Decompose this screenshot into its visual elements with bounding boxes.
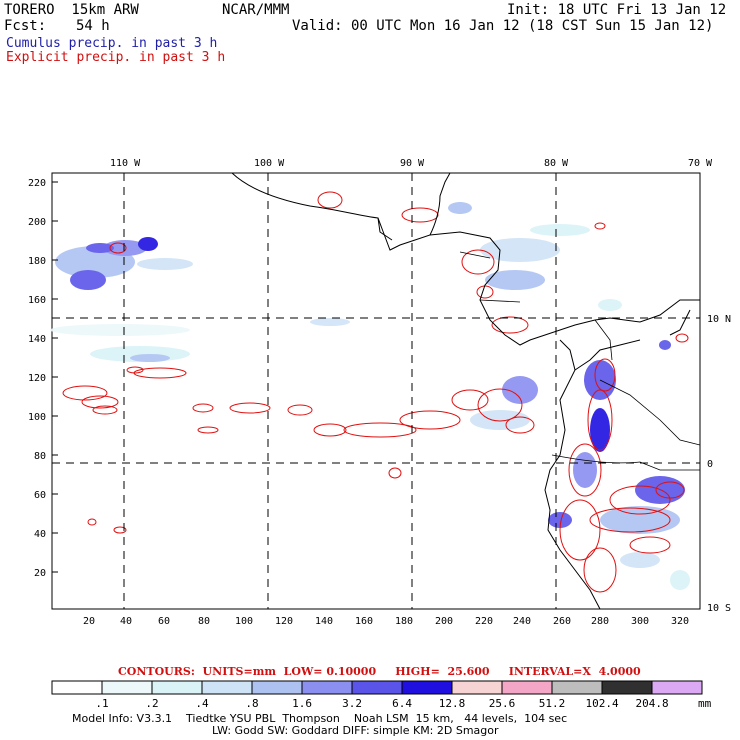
- colorbar-label: .2: [145, 697, 159, 710]
- colorbar-label: .8: [245, 697, 259, 710]
- x-tick-label: 100: [235, 616, 253, 627]
- y-tick-label: 100: [28, 412, 46, 423]
- valid-time: Valid: 00 UTC Mon 16 Jan 12 (18 CST Sun …: [292, 18, 714, 34]
- colorbar-swatch: [601, 680, 653, 695]
- y-tick-label: 200: [28, 217, 46, 228]
- lon-label-100w: 100 W: [254, 158, 285, 169]
- model-info-line2: LW: Godd SW: Goddard DIFF: simple KM: 2D…: [212, 724, 499, 737]
- colorbar-label: 25.6: [488, 697, 516, 710]
- colorbar-swatch: [501, 680, 553, 695]
- model-title: TORERO 15km ARW: [4, 2, 139, 18]
- y-tick-label: 160: [28, 295, 46, 306]
- lon-label-70w: 70 W: [688, 158, 713, 169]
- y-tick-label: 180: [28, 256, 46, 267]
- init-time: Init: 18 UTC Fri 13 Jan 12: [507, 2, 727, 18]
- colorbar-swatch: [51, 680, 103, 695]
- cumulus-precip-label: Cumulus precip. in past 3 h: [6, 36, 218, 51]
- y-tick-label: 220: [28, 178, 46, 189]
- x-tick-label: 180: [395, 616, 413, 627]
- colorbar-label: 51.2: [538, 697, 566, 710]
- y-tick-label: 60: [34, 490, 46, 501]
- x-tick-label: 140: [315, 616, 333, 627]
- colorbar-label: 204.8: [635, 697, 669, 710]
- colorbar-label: .1: [95, 697, 109, 710]
- colorbar-swatch: [351, 680, 403, 695]
- colorbar-label: 1.6: [292, 697, 312, 710]
- colorbar-label: 12.8: [438, 697, 466, 710]
- axis-ticks: [52, 181, 58, 573]
- colorbar-label: 3.2: [342, 697, 362, 710]
- x-tick-label: 200: [435, 616, 453, 627]
- y-tick-label: 80: [34, 451, 46, 462]
- x-tick-label: 160: [355, 616, 373, 627]
- x-tick-label: 240: [513, 616, 531, 627]
- lat-label-10n: 10 N: [707, 314, 731, 325]
- colorbar-label: 102.4: [585, 697, 619, 710]
- colorbar-swatch: [151, 680, 203, 695]
- x-tick-label: 300: [631, 616, 649, 627]
- x-tick-label: 120: [275, 616, 293, 627]
- x-tick-label: 220: [475, 616, 493, 627]
- colorbar-label: 6.4: [392, 697, 412, 710]
- y-tick-label: 40: [34, 529, 46, 540]
- lat-lon-grid: [52, 173, 700, 609]
- lon-label-110w: 110 W: [110, 158, 141, 169]
- colorbar-swatch: [101, 680, 153, 695]
- fcst-value: 54 h: [76, 18, 110, 34]
- org-label: NCAR/MMM: [222, 2, 290, 18]
- x-tick-label: 80: [198, 616, 210, 627]
- y-tick-labels: 220 200 180 160 140 120 100 80 60 40 20: [28, 178, 46, 579]
- x-tick-label: 20: [83, 616, 95, 627]
- lat-label-10s: 10 S: [707, 603, 731, 614]
- x-tick-label: 280: [591, 616, 609, 627]
- fcst-label: Fcst:: [4, 18, 47, 34]
- colorbar-swatch: [301, 680, 353, 695]
- explicit-precip-contours: [62, 191, 689, 593]
- colorbar-swatch: [451, 680, 503, 695]
- colorbar-label: .4: [195, 697, 209, 710]
- x-tick-label: 40: [120, 616, 132, 627]
- country-borders: [459, 251, 701, 471]
- x-tick-labels: 20 40 60 80 100 120 140 160 180 200 220 …: [83, 616, 689, 627]
- x-tick-label: 320: [671, 616, 689, 627]
- y-tick-label: 120: [28, 373, 46, 384]
- colorbar-swatch: [251, 680, 303, 695]
- colorbar-swatch: [201, 680, 253, 695]
- colorbar-swatch: [401, 680, 453, 695]
- colorbar-swatch: [551, 680, 603, 695]
- colorbar-unit: mm: [698, 697, 712, 710]
- coastlines: [231, 172, 700, 610]
- cumulus-precip-areas: [50, 202, 690, 590]
- contour-info: CONTOURS: UNITS=mm LOW= 0.10000 HIGH= 25…: [118, 665, 641, 678]
- colorbar: [51, 680, 703, 695]
- y-tick-label: 20: [34, 568, 46, 579]
- lon-label-80w: 80 W: [544, 158, 569, 169]
- x-tick-label: 260: [553, 616, 571, 627]
- y-tick-label: 140: [28, 334, 46, 345]
- colorbar-swatch: [651, 680, 703, 695]
- x-tick-label: 60: [158, 616, 170, 627]
- lat-label-0: 0: [707, 459, 713, 470]
- model-info-line1: Model Info: V3.3.1 Tiedtke YSU PBL Thomp…: [72, 712, 568, 725]
- lon-label-90w: 90 W: [400, 158, 425, 169]
- explicit-precip-label: Explicit precip. in past 3 h: [6, 50, 226, 65]
